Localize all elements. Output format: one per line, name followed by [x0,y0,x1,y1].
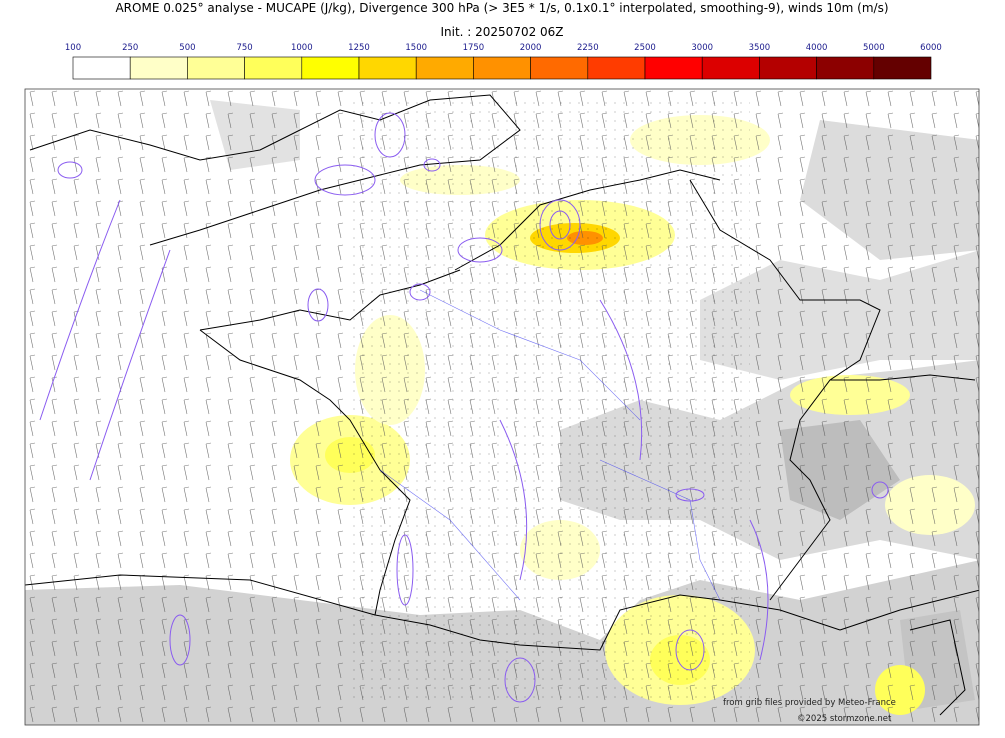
credit-copyright: ©2025 stormzone.net [797,714,892,724]
credit-source: from grib files provided by Meteo-France [723,698,896,708]
colorbar-label: 2000 [520,43,542,53]
colorbar-label: 2500 [634,43,656,53]
colorbar-label: 1250 [348,43,370,53]
colorbar-label: 1000 [291,43,313,53]
colorbar-box [415,56,474,80]
colorbar-label: 3000 [691,43,713,53]
colorbar-label: 750 [236,43,252,53]
init-time: Init. : 20250702 06Z [440,25,563,39]
colorbar-box [873,56,932,80]
colorbar-box [301,56,360,80]
colorbar-label: 4000 [806,43,828,53]
colorbar-box [244,56,303,80]
colorbar-box [701,56,760,80]
colorbar-box [473,56,531,80]
colorbar-box [358,56,417,80]
map: from grib files provided by Meteo-France… [25,89,979,725]
colorbar-box [816,56,875,80]
colorbar-label: 100 [65,43,81,53]
colorbar-box [644,56,703,80]
colorbar-label: 5000 [863,43,885,53]
colorbar-label: 3500 [749,43,771,53]
title: AROME 0.025° analyse - MUCAPE (J/kg), Di… [115,1,888,15]
colorbar-label: 500 [179,43,195,53]
colorbar-box [587,56,646,80]
colorbar-box [759,56,817,80]
divergence-contours [39,112,889,703]
colorbar-label: 1750 [463,43,485,53]
colorbar-box [187,56,245,80]
rivers [379,289,721,601]
colorbar-label: 6000 [920,43,942,53]
colorbar-label: 1500 [405,43,427,53]
colorbar: 100 250 500 750 1000 1250 1500 1750 2000 2250 2500… [65,43,942,80]
colorbar-box [530,56,589,80]
colorbar-label: 250 [122,43,138,53]
map-frame [24,88,980,726]
colorbar-box [129,56,188,80]
colorbar-box [72,56,131,80]
stations [350,100,750,700]
colorbar-label: 2250 [577,43,599,53]
